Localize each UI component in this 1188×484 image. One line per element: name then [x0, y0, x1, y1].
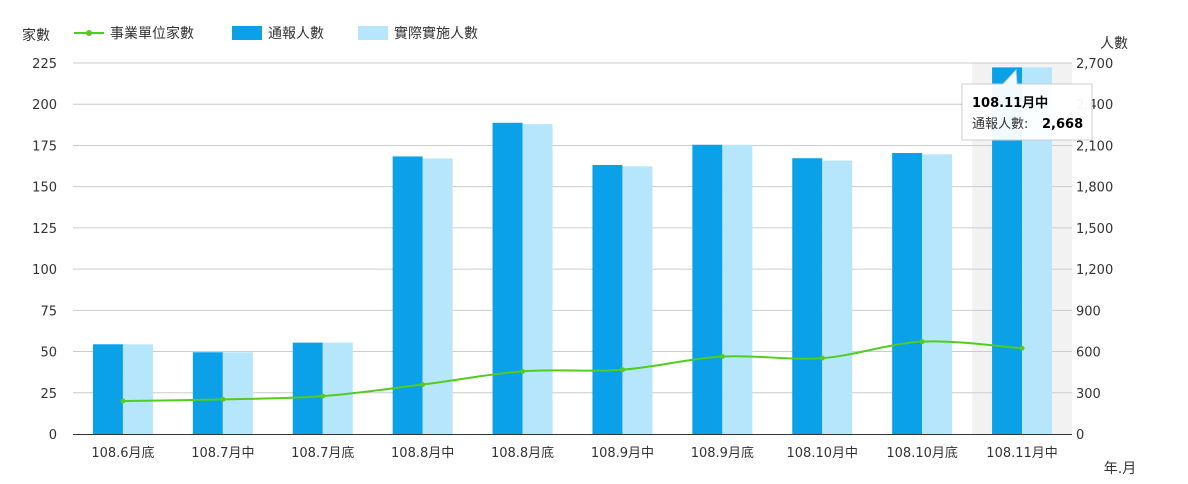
- right-tick-label: 1,800: [1076, 181, 1113, 196]
- right-tick-label: 900: [1076, 304, 1101, 319]
- bar-2-7: [822, 160, 853, 434]
- bar-2-1: [222, 352, 253, 434]
- left-axis-ticks: 0 25 50 75 100 125 150 175 200 225: [32, 57, 57, 443]
- x-tick-label: 108.8月底: [491, 445, 554, 461]
- line-point-0: [120, 398, 126, 404]
- left-tick-label: 150: [32, 181, 57, 196]
- legend-item-line[interactable]: 事業單位家數: [74, 25, 194, 42]
- line-point-5: [619, 367, 625, 373]
- bar-2-8: [922, 154, 953, 435]
- left-tick-label: 225: [32, 57, 57, 72]
- x-tick-label: 108.9月底: [691, 445, 754, 461]
- x-tick-label: 108.7月中: [191, 446, 254, 461]
- left-tick-label: 200: [32, 98, 57, 113]
- bar-1-1: [192, 352, 223, 434]
- bar-1-2: [292, 342, 323, 434]
- x-tick-label: 108.11月中: [986, 446, 1058, 461]
- bar-series: [92, 67, 1053, 435]
- right-tick-label: 1,200: [1076, 263, 1113, 278]
- line-point-4: [520, 368, 526, 374]
- bar-2-0: [122, 344, 153, 434]
- x-tick-label: 108.9月中: [591, 446, 654, 461]
- line-point-8: [919, 339, 925, 345]
- line-point-3: [420, 382, 426, 388]
- left-tick-label: 25: [40, 387, 57, 402]
- bar-2-5: [622, 166, 653, 434]
- bar-2-6: [722, 144, 753, 435]
- bar-1-7: [792, 158, 823, 434]
- legend-item-bar1[interactable]: 通報人數: [232, 26, 324, 42]
- bar-1-4: [492, 122, 523, 435]
- legend: 事業單位家數 通報人數 實際實施人數: [74, 25, 478, 42]
- bar-1-5: [592, 164, 623, 434]
- tooltip-value: 2,668: [1042, 117, 1083, 132]
- right-tick-label: 600: [1076, 346, 1101, 361]
- right-axis-label: 人數: [1100, 36, 1128, 52]
- right-tick-label: 300: [1076, 387, 1101, 402]
- gridlines: [73, 62, 1072, 394]
- x-tick-label: 108.8月中: [391, 446, 454, 461]
- x-axis-label: 年.月: [1104, 461, 1136, 477]
- left-tick-label: 0: [49, 428, 57, 443]
- bar-1-3: [392, 156, 423, 434]
- legend-label-bar1: 通報人數: [268, 26, 324, 42]
- line-path: [122, 340, 1023, 403]
- bar-1-8: [892, 153, 923, 435]
- line-point-1: [220, 396, 226, 402]
- right-tick-label: 0: [1076, 428, 1084, 443]
- left-tick-label: 100: [32, 263, 57, 278]
- left-tick-label: 50: [40, 346, 57, 361]
- line-point-9: [1019, 345, 1025, 351]
- x-tick-label: 108.10月中: [787, 446, 859, 461]
- line-point-2: [320, 393, 326, 399]
- left-tick-label: 75: [40, 304, 57, 319]
- bar-2-2: [322, 342, 353, 434]
- right-tick-label: 2,700: [1076, 57, 1113, 72]
- x-tick-label: 108.10月底: [886, 445, 958, 461]
- x-tick-label: 108.7月底: [291, 445, 354, 461]
- legend-label-bar2: 實際實施人數: [394, 25, 478, 42]
- tooltip: 108.11月中 通報人數: 2,668: [961, 68, 1093, 141]
- legend-label-line: 事業單位家數: [110, 25, 194, 42]
- x-axis-ticks: 108.6月底 108.7月中 108.7月底 108.8月中 108.8月底 108.9…: [91, 445, 1057, 461]
- left-tick-label: 125: [32, 222, 57, 237]
- line-series: [120, 339, 1025, 404]
- left-tick-label: 175: [32, 139, 57, 154]
- line-point-6: [719, 354, 725, 360]
- right-tick-label: 1,500: [1076, 222, 1113, 237]
- legend-item-bar2[interactable]: 實際實施人數: [358, 25, 478, 42]
- bar-1-6: [692, 144, 723, 435]
- tooltip-series-label: 通報人數:: [972, 117, 1028, 132]
- x-tick-label: 108.6月底: [91, 445, 154, 461]
- tooltip-title: 108.11月中: [972, 95, 1048, 111]
- bar-2-3: [422, 158, 453, 434]
- left-axis-label: 家數: [22, 27, 50, 44]
- bar-2-4: [522, 124, 553, 434]
- line-point-7: [819, 355, 825, 361]
- right-tick-label: 2,100: [1076, 139, 1113, 154]
- bar-1-0: [92, 344, 123, 434]
